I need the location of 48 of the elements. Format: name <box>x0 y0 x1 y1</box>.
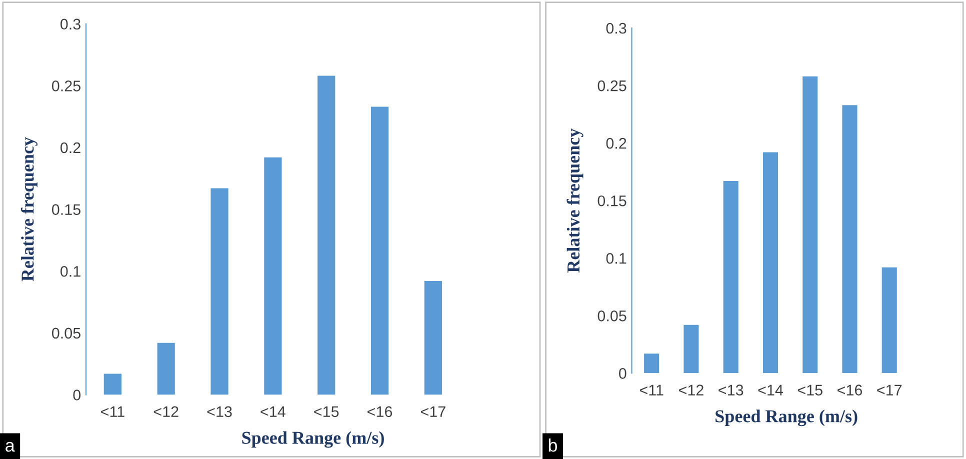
y-tick-label: 0.15 <box>598 195 626 206</box>
x-tick-label: <17 <box>877 384 902 396</box>
x-tick-label: <12 <box>154 406 178 417</box>
x-tick-label: <15 <box>314 406 339 418</box>
x-axis-title: Speed Range (m/s) <box>242 431 384 448</box>
y-tick-label: 0 <box>73 390 81 400</box>
bar <box>842 105 858 374</box>
bar <box>424 281 442 395</box>
x-tick-label: <15 <box>798 384 822 396</box>
bar <box>723 181 738 374</box>
y-tick-label: 0.2 <box>606 138 626 149</box>
bar <box>882 267 897 374</box>
y-tick-label: 0.05 <box>52 328 80 339</box>
y-tick-label: 0.3 <box>60 18 80 30</box>
x-tick-label: <16 <box>838 384 862 396</box>
y-tick-label: 0.25 <box>52 80 80 92</box>
y-axis-title: Relative frequency <box>20 137 38 282</box>
x-tick-label: <11 <box>101 406 124 417</box>
x-tick-label: <14 <box>758 384 783 396</box>
bar <box>210 188 228 395</box>
x-tick-label: <13 <box>718 384 744 396</box>
bar <box>318 76 336 395</box>
bar <box>157 342 175 395</box>
y-tick-label: 0.2 <box>60 142 80 154</box>
x-tick-label: <11 <box>640 384 664 396</box>
x-tick-label: <12 <box>679 384 704 396</box>
x-tick-label: <13 <box>207 406 232 418</box>
bar <box>104 374 122 395</box>
text: a <box>6 442 15 452</box>
bar <box>644 354 660 374</box>
x-tick-label: <14 <box>260 406 286 417</box>
bar <box>264 157 282 395</box>
bar <box>370 106 389 395</box>
y-tick-label: 0 <box>619 368 626 379</box>
x-tick-label: <17 <box>420 406 446 417</box>
y-axis-title: Relative frequency <box>566 128 584 273</box>
bar <box>762 152 778 374</box>
text: b <box>548 438 558 452</box>
y-tick-label: 0.25 <box>598 80 626 92</box>
x-axis-title: Speed Range (m/s) <box>716 410 858 426</box>
y-tick-label: 0.15 <box>52 204 80 215</box>
bar <box>684 324 699 374</box>
y-tick-label: 0.1 <box>606 252 626 264</box>
y-tick-label: 0.05 <box>598 310 626 322</box>
y-tick-label: 0.3 <box>606 22 626 34</box>
x-tick-label: <16 <box>368 406 392 418</box>
y-tick-label: 0.1 <box>60 266 80 277</box>
bar <box>802 76 818 374</box>
